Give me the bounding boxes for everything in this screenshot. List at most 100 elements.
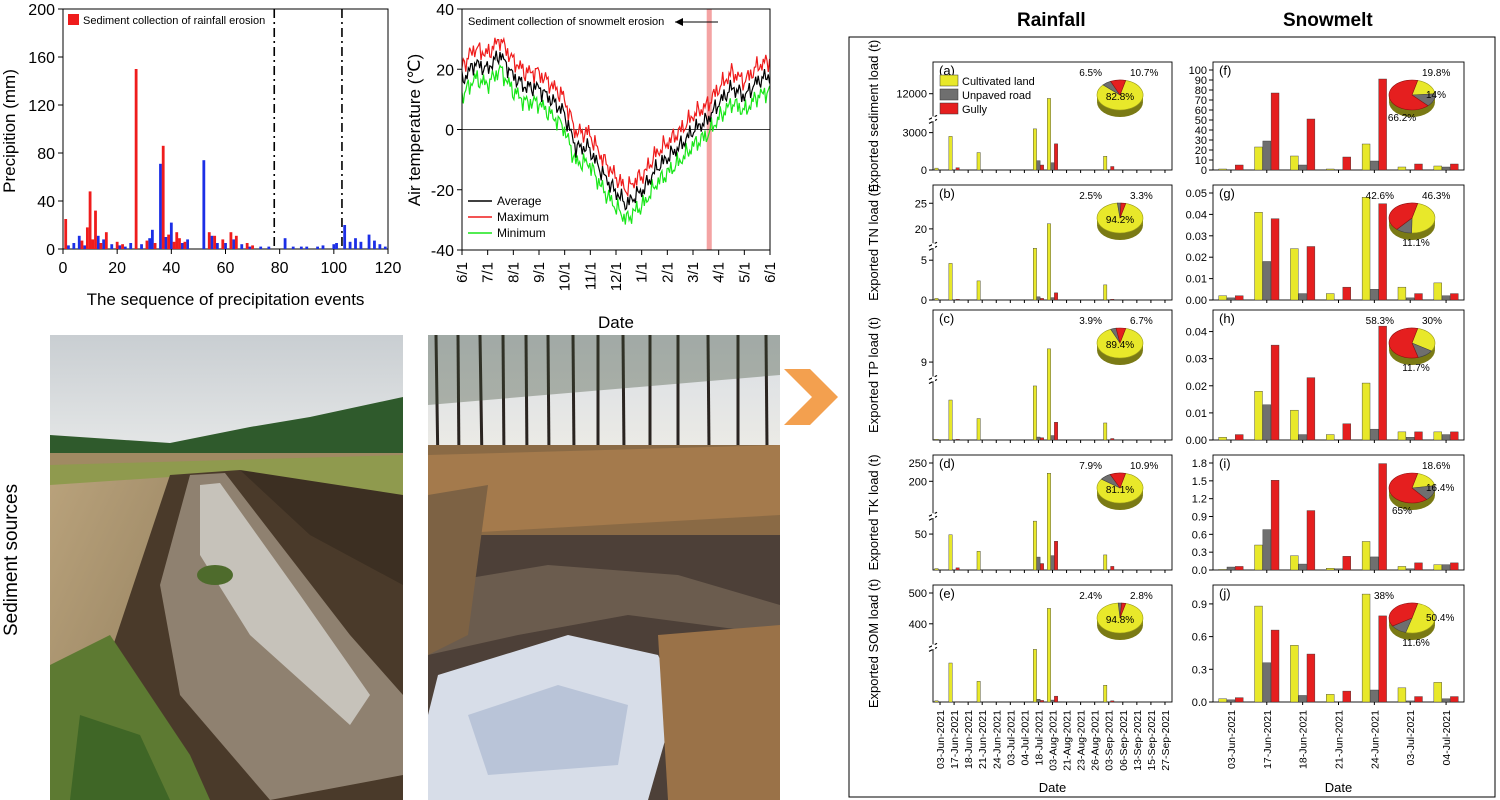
precip-blue-bar <box>373 240 376 249</box>
snow-panel-3-bar-ur <box>1226 566 1236 571</box>
snow-panel-3-bar-ur <box>1334 568 1343 571</box>
rain-panel-4-bar-gu <box>1110 700 1115 703</box>
precip-blue-bar <box>305 246 309 249</box>
rain-date-label: 18-Jun-2021 <box>963 710 975 769</box>
rain-panel-3-bar-cl <box>976 551 981 571</box>
precip-blue-bar <box>67 245 70 249</box>
snow-panel-1-bar-cl <box>1361 197 1371 301</box>
rain-panel-0-bar-gu <box>1110 166 1115 171</box>
precip-blue-bar <box>215 243 219 249</box>
snow-panel-0-bar-gu <box>1414 163 1423 171</box>
rain-panel-4-bar-gu <box>1040 700 1044 703</box>
snow-panel-3-bar-ur <box>1262 529 1271 571</box>
precip-legend-swatch <box>68 14 79 25</box>
gully-photo-snowmelt <box>428 335 780 800</box>
precip-blue-bar <box>159 163 162 249</box>
snow-panel-4-bar-cl <box>1218 698 1227 703</box>
snow-panel-3-bar-gu <box>1306 510 1316 571</box>
rain-panel-3-pie-label: 10.9% <box>1130 461 1158 472</box>
snow-panel-3-bar-gu <box>1378 463 1387 571</box>
snow-panel-2-bar-ur <box>1298 434 1307 441</box>
temp-y-tick-label: 40 <box>436 2 454 19</box>
rain-panel-4-pie-label: 2.8% <box>1130 591 1153 602</box>
precip-red-bar <box>213 235 217 249</box>
snow-panel-4-pie-slice <box>1388 602 1419 627</box>
snow-panel-1-bar-cl <box>1218 295 1227 301</box>
snow-panel-2-bar-ur <box>1370 428 1379 441</box>
snow-panel-1-bar-cl <box>1254 212 1263 301</box>
rain-panel-3-bar-cl <box>948 534 953 571</box>
rain-date-label: 04-Jul-2021 <box>1019 710 1031 766</box>
snow-panel-1-pie-slice <box>1411 203 1436 234</box>
snow-panel-0-bar-cl <box>1397 166 1407 171</box>
rain-panel-3-y-tick-label: 50 <box>915 529 927 541</box>
precip-plot-frame <box>62 8 389 250</box>
snow-panel-0-bar-gu <box>1270 92 1280 171</box>
rain-panel-1-pie-label: 94.2% <box>1106 215 1134 226</box>
panel-y-axis-label: Exported SOM load (t) <box>866 579 881 708</box>
rain-panel-3-bar-ur <box>1036 556 1041 571</box>
snow-panel-3-bar-gu <box>1235 566 1244 571</box>
precip-red-bar <box>229 232 233 249</box>
precip-red-bar <box>134 69 138 249</box>
precip-red-bar <box>80 240 84 249</box>
snowmelt-header: Snowmelt <box>1283 10 1373 31</box>
rain-panel-1-bar-ur <box>1036 296 1041 301</box>
snow-panel-1-bar-ur <box>1406 297 1415 301</box>
precip-blue-bar <box>267 246 271 249</box>
snow-panel-1-bar-cl <box>1433 282 1442 301</box>
rain-panel-0-y-tick-label: 3000 <box>903 128 927 140</box>
temp-x-tick-label: 5/1 <box>736 262 753 283</box>
rain-date-label: 06-Sep-2021 <box>1118 710 1130 771</box>
rain-panel-4-bar-cl <box>976 681 981 703</box>
snow-panel-2-pie-slice <box>1411 328 1436 352</box>
rain-panel-4-letter: (e) <box>939 586 955 601</box>
rain-panel-2-bar-gu <box>955 439 960 441</box>
snow-panel-4-y-tick-label: 0.0 <box>1192 697 1207 709</box>
panel-y-axis-label: Exported TN load (t) <box>866 184 881 301</box>
snow-panel-1-bar-ur <box>1226 297 1236 301</box>
snow-panel-3-y-tick-label: 0.9 <box>1192 512 1207 524</box>
precip-blue-bar <box>164 237 168 249</box>
snow-panel-1-bar-gu <box>1378 203 1387 301</box>
snow-date-label: 03-Jun-2021 <box>1226 710 1238 769</box>
rain-panel-1-axis-gap <box>932 243 935 249</box>
rain-panel-4-y-tick-label: 500 <box>909 588 927 600</box>
snow-panel-4-bar-cl <box>1254 605 1263 703</box>
source-legend-swatch <box>939 74 959 87</box>
snow-panel-0-y-tick-label: 60 <box>1195 105 1207 117</box>
rain-panel-4-bar-ur <box>1036 699 1041 703</box>
snow-panel-0-bar-gu <box>1450 163 1459 171</box>
precip-blue-bar <box>186 239 189 249</box>
snow-date-label: 21-Jun-2021 <box>1334 710 1346 769</box>
snow-panel-2-bar-gu <box>1342 423 1351 441</box>
rain-panel-2-pie-label: 89.4% <box>1106 340 1134 351</box>
snow-panel-0-bar-cl <box>1361 143 1371 171</box>
snow-panel-1-bar-cl <box>1290 248 1299 301</box>
precip-blue-bar <box>202 160 206 249</box>
snow-panel-1-pie-slice <box>1388 202 1419 230</box>
snow-panel-1-pie-label: 46.3% <box>1422 191 1450 202</box>
snow-panel-1-bar-cl <box>1397 286 1407 301</box>
avg-temp-line <box>461 50 771 211</box>
precip-y-tick-label: 200 <box>28 2 55 19</box>
temp-x-tick-label: 1/1 <box>634 262 651 283</box>
snow-panel-0-bar-cl <box>1433 165 1442 171</box>
snow-panel-3-bar-cl <box>1361 541 1371 571</box>
snow-panel-4-bar-gu <box>1235 697 1244 703</box>
temp-x-tick-label: 6/1 <box>762 262 779 283</box>
rain-date-axis-label: Date <box>1039 780 1066 795</box>
precip-red-bar <box>88 191 92 249</box>
rain-panel-1-bar-gu <box>1054 292 1058 301</box>
snow-panel-1-bar-gu <box>1450 293 1459 301</box>
precip-blue-bar <box>354 238 357 249</box>
snow-panel-3-pie-slice <box>1388 472 1428 504</box>
gully-photo-rainfall <box>50 335 403 800</box>
snow-panel-3-bar-ur <box>1370 556 1379 571</box>
snow-date-label: 17-Jun-2021 <box>1262 710 1274 769</box>
rain-panel-0-y-tick-label: 0 <box>921 165 927 177</box>
snow-panel-0-pie-label: 19.8% <box>1422 68 1450 79</box>
precip-blue-bar <box>96 235 100 249</box>
snow-panel-2-bar-cl <box>1397 431 1407 441</box>
snow-panel-3-y-tick-label: 1.8 <box>1192 458 1207 470</box>
